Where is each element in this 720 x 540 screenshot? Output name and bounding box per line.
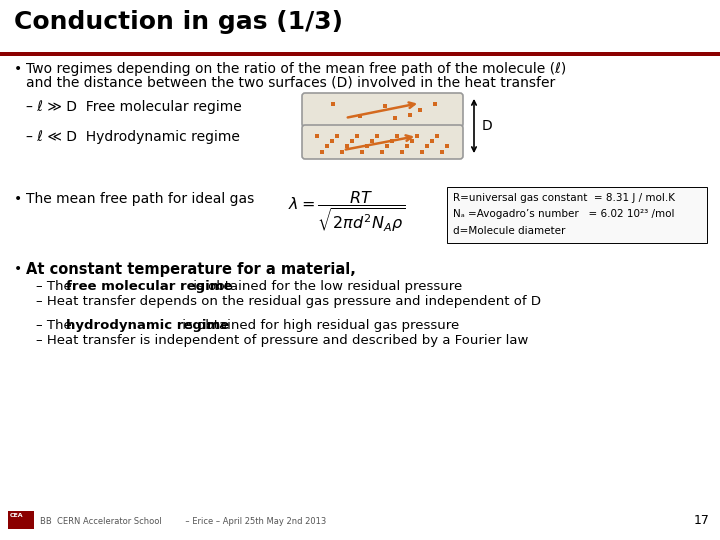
Text: •: • [14, 192, 22, 206]
Text: Two regimes depending on the ratio of the mean free path of the molecule (ℓ): Two regimes depending on the ratio of th… [26, 62, 566, 76]
Text: – The: – The [36, 280, 76, 293]
Text: •: • [14, 62, 22, 76]
Text: R=universal gas constant  = 8.31 J / mol.K: R=universal gas constant = 8.31 J / mol.… [453, 193, 675, 203]
Text: – The: – The [36, 319, 76, 332]
Text: and the distance between the two surfaces (D) involved in the heat transfer: and the distance between the two surface… [26, 76, 555, 90]
Text: $\lambda = \dfrac{RT}{\sqrt{2\pi d^2 N_A \rho}}$: $\lambda = \dfrac{RT}{\sqrt{2\pi d^2 N_A… [288, 190, 405, 234]
Text: hydrodynamic regime: hydrodynamic regime [66, 319, 229, 332]
Text: •: • [14, 262, 22, 276]
Text: BB  CERN Accelerator School         – Erice – April 25th May 2nd 2013: BB CERN Accelerator School – Erice – Apr… [40, 516, 326, 525]
Text: Nₐ =Avogadro’s number   = 6.02 10²³ /mol: Nₐ =Avogadro’s number = 6.02 10²³ /mol [453, 209, 675, 219]
Text: CEA: CEA [10, 513, 24, 518]
Text: 17: 17 [694, 515, 710, 528]
Text: At constant temperature for a material,: At constant temperature for a material, [26, 262, 356, 277]
Text: is obtained for high residual gas pressure: is obtained for high residual gas pressu… [178, 319, 459, 332]
FancyBboxPatch shape [447, 187, 707, 243]
Text: The mean free path for ideal gas: The mean free path for ideal gas [26, 192, 254, 206]
Bar [8, 511, 34, 529]
Text: D: D [482, 119, 492, 133]
Text: free molecular regime: free molecular regime [66, 280, 232, 293]
FancyBboxPatch shape [302, 93, 463, 127]
Bar [0, 52, 720, 56]
Text: is obtained for the low residual pressure: is obtained for the low residual pressur… [189, 280, 462, 293]
Text: – ℓ ≪ D  Hydrodynamic regime: – ℓ ≪ D Hydrodynamic regime [26, 130, 240, 144]
Text: – Heat transfer is independent of pressure and described by a Fourier law: – Heat transfer is independent of pressu… [36, 334, 528, 347]
Text: – Heat transfer depends on the residual gas pressure and independent of D: – Heat transfer depends on the residual … [36, 295, 541, 308]
Text: – ℓ ≫ D  Free molecular regime: – ℓ ≫ D Free molecular regime [26, 100, 242, 114]
Text: Conduction in gas (1/3): Conduction in gas (1/3) [14, 10, 343, 34]
FancyBboxPatch shape [302, 125, 463, 159]
Text: d=Molecule diameter: d=Molecule diameter [453, 226, 565, 236]
